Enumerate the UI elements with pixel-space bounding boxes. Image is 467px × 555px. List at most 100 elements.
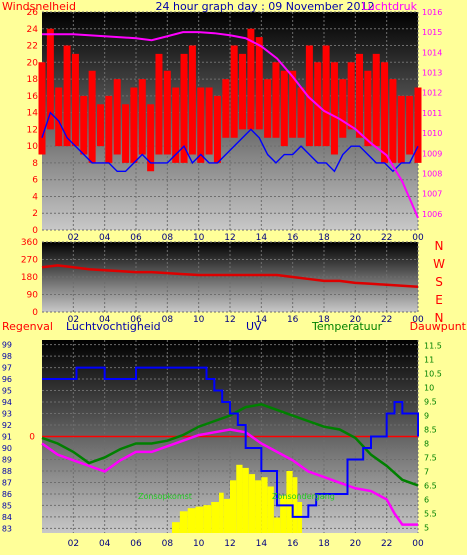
x-tick-label: 22 (381, 315, 392, 325)
temperature-tick-label: 7 (424, 467, 429, 476)
legend-humidity: Luchtvochtigheid (66, 320, 161, 333)
x-tick-label: 16 (287, 539, 299, 549)
humidity-tick-label: 88 (2, 467, 12, 476)
uv-bar (280, 495, 287, 533)
uv-bar (248, 474, 256, 533)
temperature-tick-label: 8 (424, 439, 429, 448)
wind-tick-label: 14 (27, 109, 39, 119)
direction-tick-label: 90 (27, 291, 39, 301)
uv-bar (286, 471, 293, 533)
humidity-tick-label: 92 (2, 421, 12, 430)
x-tick-label: 16 (287, 233, 299, 243)
uv-bar (223, 498, 230, 533)
x-tick-label: 06 (130, 315, 142, 325)
wind-tick-label: 16 (27, 92, 39, 102)
wind-tick-label: 4 (32, 192, 38, 202)
x-tick-label: 10 (193, 233, 205, 243)
x-tick-label: 06 (130, 539, 142, 549)
pressure-tick-label: 1016 (422, 8, 442, 17)
wind-tick-label: 2 (32, 209, 38, 219)
temperature-line (41, 403, 419, 487)
humidity-tick-label: 98 (2, 352, 12, 361)
x-tick-label: 14 (256, 539, 268, 549)
pressure-label: Luchtdruk (362, 0, 418, 13)
rain-tick-label: 0 (29, 433, 35, 443)
x-tick-label: 20 (350, 233, 362, 243)
x-tick-label: 00 (412, 539, 424, 549)
uv-bar (273, 517, 281, 533)
pressure-tick-label: 1006 (422, 210, 442, 219)
x-tick-label: 08 (162, 233, 174, 243)
pressure-tick-label: 1007 (422, 190, 442, 199)
x-tick-label: 08 (162, 315, 174, 325)
pressure-line (42, 31, 419, 219)
temperature-tick-label: 6 (424, 495, 429, 504)
pressure-tick-label: 1012 (422, 89, 442, 98)
humidity-tick-label: 94 (2, 398, 12, 407)
uv-bar (211, 502, 220, 533)
uv-bar (292, 477, 298, 533)
climate-panel: 838485868788899091929394959697989955.566… (2, 340, 442, 549)
uv-bar (230, 480, 237, 533)
direction-tick-label: 180 (21, 273, 38, 283)
wind-tick-label: 12 (27, 125, 38, 135)
humidity-tick-label: 90 (2, 444, 12, 453)
legend-temperature: Temperatuur (311, 320, 383, 333)
humidity-line (42, 366, 419, 518)
humidity-tick-label: 91 (2, 433, 12, 442)
wind-average-line (41, 111, 419, 173)
dewpoint-line (41, 428, 418, 526)
x-tick-label: 22 (381, 539, 392, 549)
x-tick-label: 10 (193, 315, 205, 325)
uv-bar (242, 467, 249, 533)
x-tick-label: 12 (224, 233, 235, 243)
uv-bar (267, 486, 274, 533)
humidity-tick-label: 86 (2, 490, 12, 499)
humidity-tick-label: 96 (2, 375, 12, 384)
x-tick-label: 18 (318, 315, 330, 325)
x-tick-label: 14 (256, 233, 268, 243)
sunrise-label: Zonsopkomst (138, 492, 192, 501)
temperature-tick-label: 10.5 (424, 370, 442, 379)
temperature-tick-label: 5.5 (424, 509, 437, 518)
uv-bar (172, 522, 180, 533)
compass-label: W (433, 257, 445, 271)
wind-tick-label: 26 (27, 8, 39, 18)
temperature-tick-label: 7.5 (424, 453, 437, 462)
compass-label: S (435, 275, 443, 289)
x-tick-label: 04 (99, 233, 111, 243)
humidity-tick-label: 85 (2, 501, 12, 510)
humidity-tick-label: 83 (2, 524, 12, 533)
x-tick-label: 22 (381, 233, 392, 243)
x-tick-label: 02 (68, 539, 79, 549)
x-tick-label: 02 (68, 315, 79, 325)
wind-pressure-panel: 0246810121416182022242610061007100810091… (2, 0, 442, 243)
panel3-series (41, 366, 419, 533)
humidity-tick-label: 89 (2, 455, 12, 464)
x-tick-label: 14 (256, 315, 268, 325)
pressure-tick-label: 1014 (422, 48, 442, 57)
wind-tick-label: 20 (27, 58, 39, 68)
pressure-tick-label: 1015 (422, 28, 442, 37)
wind-tick-label: 6 (32, 176, 38, 186)
direction-tick-label: 270 (21, 256, 38, 266)
x-tick-label: 12 (224, 315, 235, 325)
compass-label: N (435, 239, 444, 253)
temperature-tick-label: 11.5 (424, 342, 442, 351)
legend-dewpoint: Dauwpunt (410, 320, 467, 333)
panel1-tick-labels: 0246810121416182022242610061007100810091… (27, 8, 443, 243)
pressure-tick-label: 1011 (422, 109, 442, 118)
temperature-tick-label: 9 (424, 412, 429, 421)
wind-tick-label: 0 (32, 226, 38, 236)
panel2-series (41, 264, 419, 288)
compass-label: N (435, 311, 444, 325)
title: 24 hour graph day : 09 November 2012 (155, 0, 374, 13)
temperature-tick-label: 10 (424, 384, 434, 393)
wind-tick-label: 10 (27, 142, 39, 152)
uv-bar (219, 492, 224, 533)
pressure-tick-label: 1010 (422, 129, 442, 138)
direction-tick-label: 360 (21, 238, 38, 248)
panel3-tick-labels: 838485868788899091929394959697989955.566… (2, 341, 442, 549)
